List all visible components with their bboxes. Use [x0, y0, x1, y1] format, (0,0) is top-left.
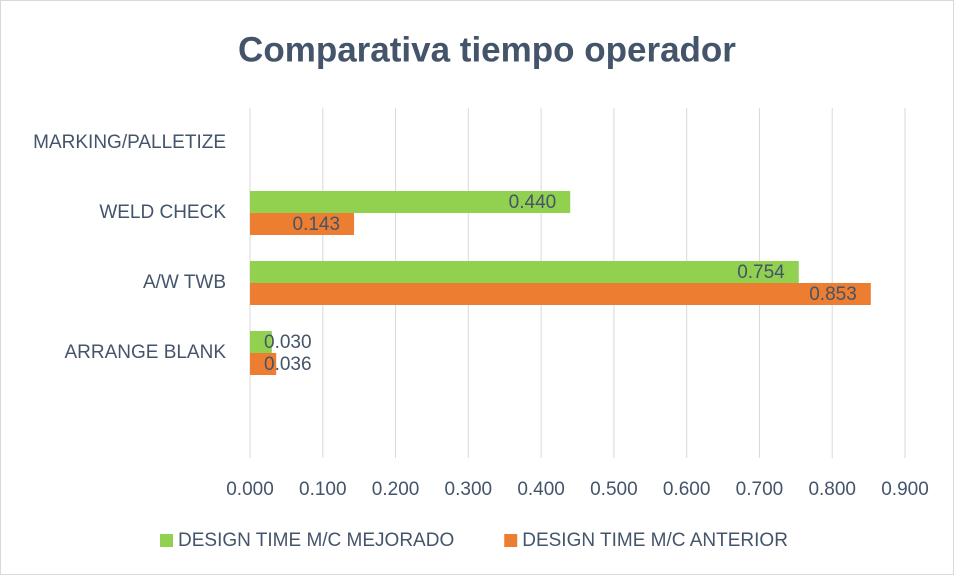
bar [250, 261, 799, 283]
x-tick-label: 0.000 [226, 479, 274, 500]
x-tick-label: 0.800 [808, 479, 856, 500]
y-tick-label: MARKING/PALLETIZE [33, 132, 226, 153]
bar [250, 283, 871, 305]
x-tick-label: 0.100 [299, 479, 347, 500]
data-label: 0.754 [737, 262, 785, 283]
bar [250, 331, 272, 353]
data-label: 0.143 [293, 214, 341, 235]
legend-label: DESIGN TIME M/C ANTERIOR [522, 530, 788, 551]
bar [250, 213, 355, 235]
legend-swatch [504, 534, 518, 547]
legend-swatch [160, 534, 173, 547]
x-tick-label: 0.700 [736, 479, 784, 500]
data-label: 0.030 [264, 332, 312, 353]
legend-label: DESIGN TIME M/C MEJORADO [178, 530, 454, 551]
bar [250, 191, 571, 213]
x-tick-label: 0.400 [517, 479, 565, 500]
y-tick-label: A/W TWB [143, 272, 226, 293]
chart-title: Comparativa tiempo operador [238, 30, 736, 69]
bar [250, 353, 277, 375]
y-tick-label: WELD CHECK [99, 202, 226, 223]
data-label: 0.440 [509, 192, 557, 213]
data-label: 0.036 [264, 354, 312, 375]
x-tick-label: 0.600 [663, 479, 711, 500]
x-tick-label: 0.300 [445, 479, 493, 500]
data-label: 0.853 [809, 284, 857, 305]
y-tick-label: ARRANGE BLANK [64, 342, 226, 363]
x-tick-label: 0.900 [881, 479, 929, 500]
x-tick-label: 0.200 [372, 479, 420, 500]
x-tick-label: 0.500 [590, 479, 638, 500]
